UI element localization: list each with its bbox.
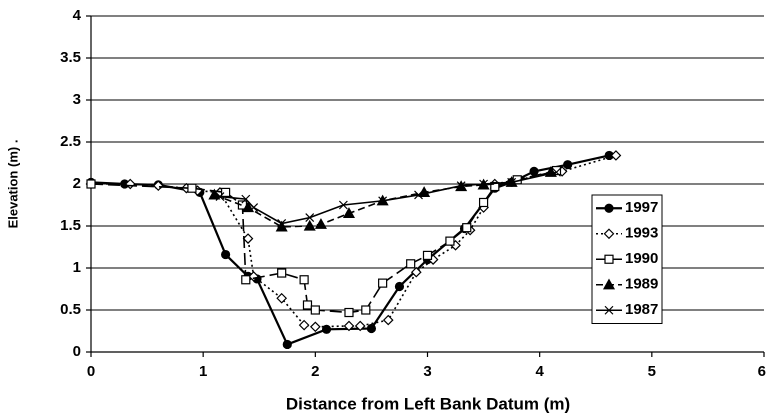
- series-line: [219, 171, 557, 225]
- marker: [298, 319, 310, 331]
- marker: [221, 187, 231, 197]
- y-tick-label: 2: [73, 175, 81, 192]
- marker: [378, 196, 388, 206]
- x-tick-label: 3: [423, 363, 431, 380]
- x-tick-label: 6: [758, 363, 766, 380]
- x-tick-label: 4: [535, 363, 544, 380]
- marker: [303, 219, 316, 231]
- marker: [354, 320, 366, 332]
- marker: [305, 213, 315, 223]
- legend: 1997 1993 1990 1989 1987: [591, 194, 663, 324]
- marker: [361, 305, 371, 315]
- marker: [603, 228, 615, 240]
- series-line: [90, 169, 557, 314]
- legend-label: 1987: [625, 301, 658, 318]
- marker: [314, 218, 327, 229]
- x-axis-label: Distance from Left Bank Datum (m): [286, 394, 570, 413]
- marker: [208, 188, 221, 200]
- marker: [490, 181, 500, 192]
- marker: [344, 307, 354, 318]
- marker: [604, 254, 614, 264]
- x-tick-label: 5: [648, 363, 656, 380]
- marker: [552, 167, 561, 177]
- marker: [445, 236, 455, 246]
- y-tick-label: 3.5: [60, 49, 81, 66]
- x-tick-label: 0: [87, 363, 95, 380]
- marker: [378, 278, 388, 288]
- marker: [276, 292, 288, 304]
- marker: [338, 200, 348, 210]
- marker: [382, 314, 394, 326]
- marker: [310, 305, 320, 315]
- marker: [604, 203, 614, 213]
- marker: [456, 181, 466, 191]
- marker: [221, 249, 231, 260]
- legend-label: 1997: [625, 199, 658, 216]
- marker: [249, 203, 259, 212]
- legend-label: 1990: [625, 250, 658, 267]
- marker: [414, 190, 423, 200]
- legend-label: 1993: [625, 225, 658, 242]
- marker: [241, 194, 251, 204]
- marker: [406, 259, 416, 269]
- marker: [394, 281, 405, 292]
- marker: [563, 160, 573, 170]
- marker: [302, 300, 313, 310]
- y-tick-label: 0.5: [60, 301, 81, 318]
- marker: [462, 223, 472, 233]
- marker: [152, 180, 164, 192]
- x-tick-label: 1: [199, 363, 207, 380]
- marker: [529, 166, 539, 176]
- marker: [366, 323, 377, 334]
- marker: [410, 266, 422, 278]
- marker: [604, 305, 614, 315]
- marker: [422, 250, 433, 260]
- y-tick-label: 1.5: [60, 217, 81, 234]
- marker: [86, 179, 96, 189]
- y-tick-label: 1: [73, 259, 81, 276]
- y-axis-label: Elevation (m) .: [5, 140, 20, 229]
- marker: [309, 321, 321, 333]
- y-tick-label: 2.5: [60, 133, 81, 150]
- marker: [479, 179, 489, 189]
- marker: [242, 233, 254, 244]
- series-line: [91, 154, 617, 328]
- marker: [321, 324, 332, 334]
- marker: [215, 192, 225, 202]
- marker: [602, 278, 616, 290]
- marker: [187, 183, 197, 193]
- marker: [277, 219, 287, 228]
- legend-label: 1989: [625, 276, 658, 293]
- marker: [299, 275, 309, 285]
- y-tick-label: 3: [73, 91, 81, 108]
- x-tick-label: 2: [311, 363, 319, 380]
- marker: [478, 197, 489, 208]
- marker: [241, 275, 251, 285]
- marker: [507, 177, 517, 187]
- marker: [242, 201, 255, 213]
- y-tick-label: 4: [73, 7, 82, 24]
- marker: [342, 207, 356, 218]
- y-tick-label: 0: [73, 343, 81, 360]
- marker: [610, 150, 622, 161]
- marker: [277, 268, 287, 278]
- marker: [282, 339, 292, 350]
- marker: [343, 320, 355, 332]
